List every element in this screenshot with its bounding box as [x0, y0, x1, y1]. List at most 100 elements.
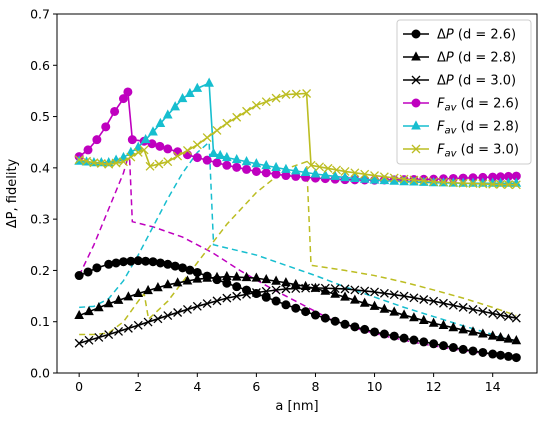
series-5: [74, 89, 521, 190]
data-point: [429, 177, 439, 187]
data-point: [140, 133, 151, 144]
data-point: [409, 312, 419, 322]
data-point: [155, 141, 165, 151]
y-tick-label: 0.6: [30, 58, 50, 73]
legend-label: ΔP (d = 3.0): [437, 74, 516, 89]
data-point: [119, 157, 128, 167]
data-point: [103, 298, 114, 308]
data-point: [104, 159, 114, 169]
data-point: [478, 328, 488, 338]
data-point: [155, 117, 166, 127]
x-tick-label: 0: [75, 379, 83, 394]
data-point: [488, 349, 498, 359]
data-point: [301, 283, 311, 293]
data-point: [261, 159, 272, 170]
data-point: [212, 271, 222, 281]
data-point: [163, 144, 173, 154]
data-point: [127, 135, 137, 145]
legend-item: Fav (d = 2.8): [403, 120, 519, 137]
y-axis-label: ΔP, fidelity: [5, 158, 20, 228]
data-point: [369, 174, 380, 184]
data-point: [310, 168, 321, 178]
data-point: [300, 166, 311, 176]
data-point: [359, 297, 370, 307]
data-point: [182, 275, 193, 285]
data-point: [320, 169, 331, 179]
data-point: [330, 316, 340, 326]
data-point: [242, 289, 251, 299]
data-point: [291, 284, 301, 294]
legend-label: Fav (d = 2.6): [437, 97, 519, 114]
data-point: [231, 153, 242, 164]
data-point: [123, 87, 133, 97]
data-point: [84, 335, 94, 345]
data-point: [350, 172, 360, 182]
data-point: [114, 326, 123, 336]
data-point: [94, 332, 104, 342]
data-point: [389, 306, 400, 316]
data-point: [241, 156, 252, 166]
data-point: [83, 267, 93, 277]
data-point: [118, 257, 128, 267]
data-point: [271, 93, 281, 103]
data-point: [192, 301, 202, 311]
data-point: [320, 283, 330, 293]
data-point: [360, 286, 370, 296]
data-point: [185, 265, 195, 275]
y-tick-label: 0.5: [30, 109, 50, 124]
data-point: [468, 326, 478, 336]
legend-item: ΔP (d = 2.6): [403, 28, 516, 43]
data-point: [251, 158, 262, 168]
data-point: [315, 162, 324, 172]
series-line: [79, 140, 517, 342]
y-tick-label: 0.4: [30, 160, 50, 175]
data-point: [340, 284, 350, 294]
data-point: [429, 339, 439, 349]
data-point: [147, 139, 157, 149]
data-point: [222, 151, 232, 162]
data-point: [222, 270, 232, 281]
data-point: [281, 163, 291, 173]
data-point: [468, 304, 478, 314]
data-point: [173, 151, 183, 161]
data-point: [271, 161, 281, 172]
data-point: [350, 168, 360, 178]
data-point: [271, 169, 281, 179]
data-point: [208, 147, 219, 157]
data-point: [496, 310, 506, 320]
data-point: [162, 279, 173, 289]
series-2: [74, 283, 521, 348]
data-point: [320, 313, 330, 323]
data-point: [418, 314, 429, 325]
data-point: [399, 309, 409, 319]
data-point: [399, 291, 409, 301]
data-point: [291, 89, 301, 99]
data-point: [139, 145, 149, 155]
data-point: [487, 330, 498, 340]
series-line: [78, 152, 517, 358]
data-point: [153, 314, 163, 324]
data-point: [143, 317, 153, 327]
data-point: [379, 175, 390, 185]
data-point: [503, 351, 513, 361]
data-point: [429, 296, 439, 306]
data-point: [101, 122, 111, 132]
data-point: [84, 305, 94, 316]
data-point: [330, 288, 340, 298]
data-point: [379, 172, 389, 182]
data-point: [488, 309, 498, 318]
data-point: [143, 284, 153, 295]
data-point: [438, 319, 449, 329]
data-point: [212, 125, 222, 135]
data-point: [350, 294, 360, 304]
y-tick-label: 0.0: [30, 366, 50, 381]
data-point: [215, 149, 226, 160]
data-point: [448, 178, 458, 188]
data-point: [202, 299, 212, 309]
data-point: [271, 285, 281, 295]
data-point: [113, 294, 124, 304]
data-point: [118, 151, 129, 162]
data-point: [323, 163, 333, 173]
x-tick-label: 12: [426, 379, 442, 394]
data-point: [242, 106, 251, 116]
